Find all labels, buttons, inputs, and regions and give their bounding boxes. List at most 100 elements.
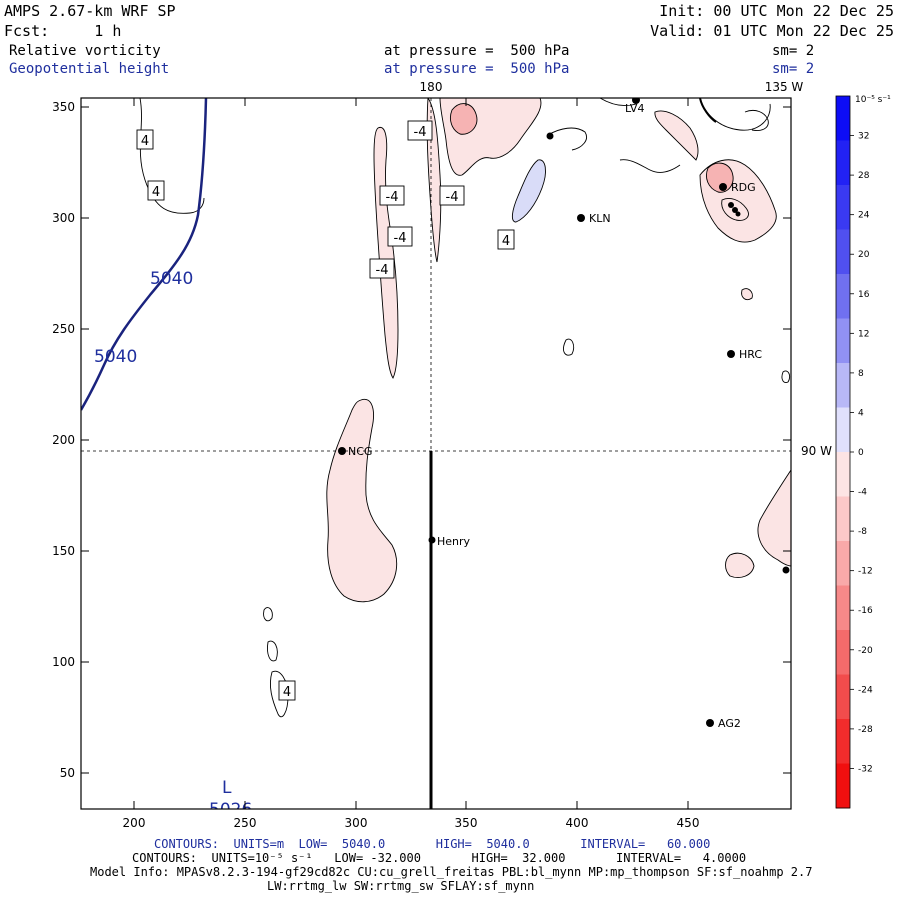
colorbar-swatch (836, 719, 850, 764)
colorbar-label: 20 (858, 250, 870, 260)
y-tick-350: 350 (52, 100, 75, 114)
x-axis-labels: 200 250 300 350 400 450 (123, 816, 700, 830)
x-tick-200: 200 (123, 816, 146, 830)
y-tick-50: 50 (60, 766, 75, 780)
svg-text:4: 4 (283, 685, 291, 700)
meridian-label-135w: 135 W (765, 80, 804, 94)
colorbar-swatch (836, 674, 850, 720)
station-cluster-east (728, 202, 741, 217)
colorbar-label: -16 (858, 606, 873, 616)
colorbar-label: 8 (858, 369, 864, 379)
x-tick-350: 350 (455, 816, 478, 830)
svg-text:Henry: Henry (437, 535, 471, 548)
svg-text:HRC: HRC (739, 348, 762, 361)
colorbar-swatch (836, 185, 850, 230)
colorbar-label: -28 (858, 725, 873, 735)
colorbar-swatch (836, 541, 850, 586)
field1-name: Relative vorticity (9, 43, 161, 59)
svg-text:4: 4 (152, 185, 160, 200)
colorbar-swatch (836, 96, 850, 141)
vorticity-patch-right-edge (757, 469, 791, 567)
axis-tick-marks (81, 98, 791, 809)
svg-text:AG2: AG2 (718, 717, 741, 730)
contour-thick-northeast (699, 98, 717, 123)
colorbar-label: 16 (858, 290, 870, 300)
y-tick-300: 300 (52, 211, 75, 225)
contour-sw-a (263, 607, 273, 622)
svg-text:LV4: LV4 (625, 102, 644, 115)
contour-hrc-small (781, 370, 791, 383)
svg-text:-4: -4 (376, 263, 389, 278)
label-pos-c: 4 (497, 229, 515, 250)
colorbar-swatch (836, 140, 850, 186)
product-title: AMPS 2.67-km WRF SP (4, 2, 176, 20)
svg-text:KLN: KLN (589, 212, 611, 225)
colorbar-labels: 32 28 24 20 16 12 8 4 0 -4 -8 -12 -16 -20 -24 -28 -32 (858, 132, 873, 775)
label-neg-e: -4 (369, 258, 395, 279)
x-tick-400: 400 (566, 816, 589, 830)
station-ncg[interactable]: NCG (338, 445, 372, 458)
station-henry[interactable]: Henry (428, 535, 471, 548)
label-pos-b: 4 (147, 180, 165, 201)
station-kln[interactable]: KLN (577, 212, 611, 225)
vorticity-arc-northeast (654, 110, 699, 161)
label-neg-d: -4 (387, 226, 413, 247)
svg-text:-4: -4 (394, 231, 407, 246)
contour-kln-arc (547, 127, 587, 151)
contour-sw-b (267, 640, 278, 662)
init-time: Init: 00 UTC Mon 22 Dec 25 (659, 2, 894, 20)
vorticity-core-north (449, 103, 478, 135)
contour-east-cluster (721, 197, 749, 221)
svg-text:4: 4 (141, 134, 149, 149)
colorbar-swatch (836, 274, 850, 319)
svg-text:-4: -4 (414, 125, 427, 140)
station-unlabeled-east (782, 566, 790, 574)
footer-contours-vorticity: CONTOURS: UNITS=10⁻⁵ s⁻¹ LOW= -32.000 HI… (132, 851, 747, 865)
label-neg-b: -4 (379, 185, 405, 206)
contour-lv4 (599, 98, 637, 107)
plot-frame (80, 97, 792, 810)
station-rdg[interactable]: RDG (719, 181, 756, 194)
label-neg-a: -4 (407, 120, 433, 141)
geopotential-5040-contour (81, 98, 208, 411)
label-neg-c: -4 (439, 185, 465, 206)
colorbar-label: -12 (858, 567, 873, 577)
x-tick-250: 250 (234, 816, 257, 830)
label-pos-a: 4 (136, 129, 154, 150)
y-tick-250: 250 (52, 322, 75, 336)
colorbar-units: 10⁻⁵ s⁻¹ (855, 95, 891, 105)
colorbar-swatches (836, 96, 850, 809)
vorticity-contour-labels: 4 4 4 4 -4 -4 -4 -4 -4 (136, 120, 515, 701)
low-pressure-symbol: L (222, 778, 232, 798)
field2-name: Geopotential height (9, 61, 170, 77)
colorbar-swatch (836, 363, 850, 408)
colorbar-swatch (836, 496, 850, 542)
station-lv4[interactable]: LV4 (625, 96, 644, 115)
colorbar-swatch (836, 318, 850, 364)
field2-smoothing: sm= 2 (772, 61, 815, 77)
colorbar-swatch (836, 407, 850, 453)
colorbar-label: -32 (858, 764, 873, 774)
colorbar: 32 28 24 20 16 12 8 4 0 -4 -8 -12 -16 -20 -24 -28 -32 10… (835, 95, 891, 809)
y-tick-150: 150 (52, 544, 75, 558)
valid-time: Valid: 01 UTC Mon 22 Dec 25 (650, 22, 894, 40)
station-hrc[interactable]: HRC (727, 348, 762, 361)
colorbar-label: -4 (858, 488, 867, 498)
svg-text:-4: -4 (386, 190, 399, 205)
colorbar-label: -24 (858, 685, 873, 695)
footer-model-info: Model Info: MPASv8.2.3-194-gf29cd82c CU:… (90, 865, 813, 879)
y-tick-200: 200 (52, 433, 75, 447)
colorbar-label: 24 (858, 211, 870, 221)
geopotential-label-1: 5040 (150, 269, 193, 289)
meridian-label-180: 180 (420, 80, 443, 94)
colorbar-swatch (836, 630, 850, 675)
contour-east-wiggle (619, 159, 681, 173)
svg-text:4: 4 (502, 234, 510, 249)
colorbar-label: 4 (858, 408, 864, 418)
field1-smoothing: sm= 2 (772, 43, 815, 59)
station-ag2[interactable]: AG2 (706, 717, 741, 730)
colorbar-swatch (836, 585, 850, 631)
colorbar-swatch (836, 763, 850, 809)
contour-sw-c (269, 670, 289, 718)
